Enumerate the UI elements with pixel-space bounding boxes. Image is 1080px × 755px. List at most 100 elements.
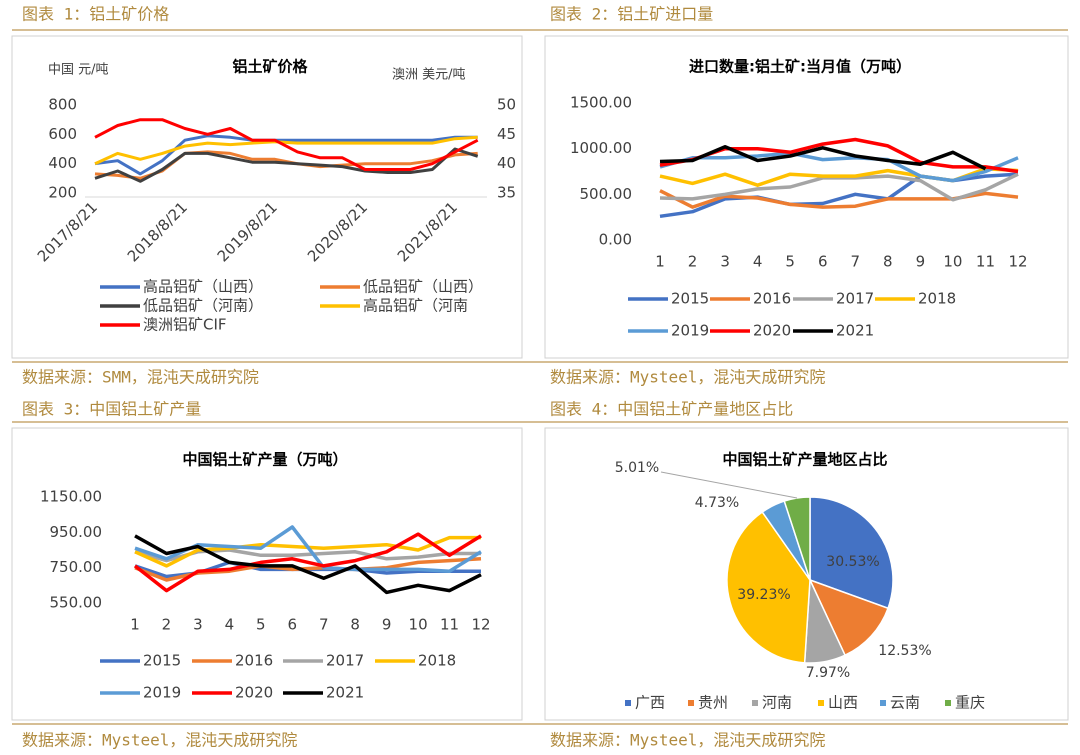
x-tick-label: 12 <box>471 616 490 634</box>
x-tick-label: 10 <box>943 253 962 271</box>
x-tick-label: 5 <box>256 616 266 634</box>
x-tick-label: 11 <box>976 253 995 271</box>
x-tick-label: 5 <box>785 253 795 271</box>
pie-slice <box>808 578 890 657</box>
series-line <box>94 135 478 166</box>
x-tick-label: 2 <box>688 253 698 271</box>
y-tick-label: 400 <box>48 154 77 172</box>
leader-line <box>660 471 798 499</box>
series-line <box>94 147 479 183</box>
chart-title: 中国铝土矿产量（万吨） <box>182 451 347 469</box>
legend-label: 2015 <box>671 290 709 308</box>
data-label: 12.53% <box>878 643 931 659</box>
caption: 图表 1：铝土矿价格 <box>22 5 169 24</box>
series-line <box>133 532 482 593</box>
legend-swatch <box>625 700 631 706</box>
data-label: 7.97% <box>806 665 850 681</box>
x-tick-label: 4 <box>225 616 235 634</box>
legend-label: 2021 <box>836 322 874 340</box>
legend-label: 贵州 <box>698 694 728 712</box>
y-tick-label: 1000.00 <box>570 139 632 157</box>
source: 数据来源：SMM，混沌天成研究院 <box>22 368 259 387</box>
legend-label: 2016 <box>235 652 273 670</box>
x-tick-label: 6 <box>818 253 828 271</box>
y-tick-label: 0.00 <box>599 231 632 249</box>
x-tick-label: 7 <box>319 616 329 634</box>
legend-swatch <box>688 700 694 706</box>
series-line <box>94 134 478 176</box>
x-tick-label: 6 <box>287 616 297 634</box>
legend-label: 2020 <box>235 684 273 702</box>
y2-tick-label: 45 <box>497 125 516 143</box>
x-tick-label: 11 <box>440 616 459 634</box>
source: 数据来源：Mysteel，混沌天成研究院 <box>22 731 297 750</box>
legend-label: 2017 <box>836 290 874 308</box>
panel <box>544 35 1069 359</box>
legend-label: 重庆 <box>955 694 985 712</box>
x-tick-label: 12 <box>1008 253 1027 271</box>
legend-label: 低品铝矿（河南） <box>143 297 263 315</box>
x-tick-label: 2 <box>162 616 172 634</box>
y-tick-label: 550.00 <box>50 594 103 612</box>
panel <box>11 427 523 721</box>
legend-label: 澳洲铝矿CIF <box>143 316 227 334</box>
y-tick-label: 750.00 <box>50 558 103 576</box>
y-tick-label: 500.00 <box>580 185 633 203</box>
legend-label: 2015 <box>143 652 181 670</box>
caption: 图表 3：中国铝土矿产量 <box>22 400 201 419</box>
legend-label: 高品铝矿（河南 <box>363 297 468 315</box>
legend-swatch <box>818 700 824 706</box>
x-tick-label: 9 <box>916 253 926 271</box>
y-tick-label: 600 <box>48 125 77 143</box>
chart-title: 铝土矿价格 <box>232 58 308 76</box>
series-line <box>659 151 1019 183</box>
y2-tick-label: 35 <box>497 184 516 202</box>
y-tick-label: 800 <box>48 96 77 114</box>
x-tick-label: 8 <box>883 253 893 271</box>
y-tick-label: 950.00 <box>50 523 103 541</box>
pie-slice <box>783 496 811 581</box>
y-tick-label: 200 <box>48 184 77 202</box>
data-label: 30.53% <box>826 554 879 570</box>
legend-label: 2020 <box>753 322 791 340</box>
legend-label: 广西 <box>635 694 665 712</box>
source: 数据来源：Mysteel，混沌天成研究院 <box>550 731 825 750</box>
x-tick-label: 3 <box>193 616 203 634</box>
legend-label: 2016 <box>753 290 791 308</box>
caption: 图表 4：中国铝土矿产量地区占比 <box>550 400 793 419</box>
legend-swatch <box>880 700 886 706</box>
x-tick-label: 7 <box>850 253 860 271</box>
legend-label: 2018 <box>918 290 956 308</box>
data-label: 5.01% <box>615 460 659 476</box>
legend-label: 2018 <box>418 652 456 670</box>
y-axis-label: 中国 元/吨 <box>48 63 109 78</box>
y2-tick-label: 40 <box>497 154 516 172</box>
series-line <box>94 118 479 171</box>
caption: 图表 2：铝土矿进口量 <box>550 5 713 24</box>
y2-tick-label: 50 <box>497 96 516 114</box>
chart-title: 中国铝土矿产量地区占比 <box>722 451 887 469</box>
legend-label: 2017 <box>326 652 364 670</box>
legend-label: 河南 <box>762 694 792 712</box>
legend-swatch <box>945 700 951 706</box>
series-line <box>134 534 482 595</box>
pie-slice <box>726 511 811 664</box>
chart-title: 进口数量:铝土矿:当月值（万吨） <box>689 58 911 76</box>
y2-axis-label: 澳洲 美元/吨 <box>392 67 466 83</box>
data-label: 4.73% <box>695 495 739 511</box>
series-line <box>659 172 1019 202</box>
x-tick-label: 4 <box>753 253 763 271</box>
source: 数据来源：Mysteel，混沌天成研究院 <box>550 368 825 387</box>
y-tick-label: 1500.00 <box>570 94 632 112</box>
x-tick-label: 9 <box>382 616 392 634</box>
legend-label: 山西 <box>828 694 858 712</box>
legend-label: 低品铝矿（山西） <box>363 278 483 296</box>
legend-label: 2021 <box>326 684 364 702</box>
pie-slice <box>809 496 894 610</box>
data-label: 39.23% <box>737 587 790 603</box>
legend-label: 云南 <box>890 694 920 712</box>
x-tick-label: 1 <box>655 253 665 271</box>
legend-label: 2019 <box>671 322 709 340</box>
legend-label: 高品铝矿（山西） <box>143 278 263 296</box>
